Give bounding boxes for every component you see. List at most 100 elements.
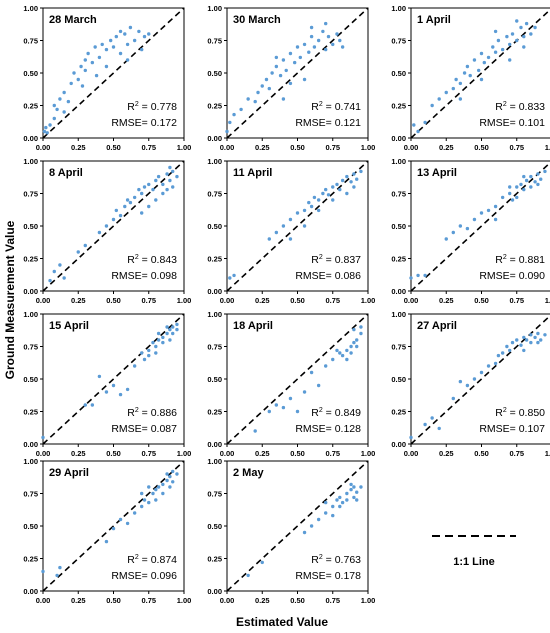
y-tick-label: 0.50 [207, 522, 222, 531]
data-point [479, 211, 484, 215]
x-tick-label: 1.00 [177, 596, 192, 605]
data-point [132, 38, 137, 43]
data-point [437, 97, 441, 101]
data-point [493, 204, 498, 209]
data-point [156, 174, 161, 179]
data-point [451, 396, 455, 401]
data-point [519, 343, 523, 347]
data-point [515, 195, 519, 200]
data-point [86, 51, 90, 56]
y-tick-label: 0.75 [207, 343, 222, 352]
x-tick-label: 0.50 [106, 296, 121, 305]
y-axis-title: Ground Measurement Value [3, 220, 17, 379]
data-point [274, 230, 279, 235]
data-point [168, 485, 172, 489]
x-tick-label: 0.00 [220, 143, 235, 152]
data-point [309, 370, 314, 375]
data-point [55, 107, 59, 112]
data-point [352, 340, 356, 345]
y-tick-label: 0.00 [23, 134, 38, 143]
data-point [529, 185, 533, 189]
data-point [543, 333, 547, 337]
data-point [508, 58, 512, 62]
data-point [128, 25, 133, 30]
y-tick-label: 0.00 [23, 587, 38, 596]
panel: 0.00 0.25 0.50 0.75 1.00 0.00 0.25 0.50 0.75 1.00… [207, 4, 375, 152]
data-point [281, 224, 286, 228]
data-point [331, 198, 335, 202]
data-point [302, 208, 307, 213]
data-point [479, 51, 484, 56]
x-tick-label: 0.50 [474, 296, 489, 305]
data-point [288, 51, 293, 56]
data-point [340, 500, 345, 505]
x-axis-title: Estimated Value [236, 615, 328, 629]
x-tick-label: 0.75 [509, 143, 524, 152]
y-tick-label: 0.50 [391, 375, 406, 384]
data-point [515, 19, 519, 23]
data-point [355, 338, 359, 342]
panel: 0.00 0.25 0.50 0.75 1.00 0.00 0.25 0.50 0.75 1.00… [23, 157, 191, 305]
y-tick-label: 0.25 [391, 408, 406, 417]
one-to-one-line [410, 161, 550, 292]
data-point [270, 71, 274, 75]
data-point [151, 187, 155, 192]
data-point [288, 81, 293, 86]
data-point [94, 73, 99, 78]
panel-title: 13 April [417, 167, 457, 179]
x-tick-label: 1.00 [361, 596, 376, 605]
data-point [519, 182, 523, 187]
data-point [156, 338, 161, 342]
x-tick-label: 0.25 [439, 296, 454, 305]
data-point [80, 84, 85, 88]
data-point [529, 340, 533, 345]
y-tick-label: 0.50 [23, 522, 38, 531]
rmse-label: RMSE= 0.098 [111, 270, 177, 282]
x-tick-label: 0.00 [36, 143, 51, 152]
data-point [340, 353, 345, 358]
y-tick-label: 0.75 [391, 190, 406, 199]
data-point [462, 71, 467, 75]
x-tick-label: 0.25 [255, 449, 270, 458]
data-point [90, 60, 95, 65]
one-to-one-line [42, 313, 185, 445]
data-point [147, 353, 151, 358]
data-point [123, 32, 127, 36]
data-point [62, 276, 66, 280]
data-point [309, 524, 314, 528]
data-point [522, 45, 526, 49]
data-point [79, 64, 83, 69]
data-point [161, 340, 165, 345]
data-point [260, 84, 264, 88]
rmse-label: RMSE= 0.087 [111, 423, 177, 435]
data-point [97, 55, 102, 60]
data-point [147, 348, 151, 353]
y-tick-label: 0.75 [207, 190, 222, 199]
data-point [493, 29, 498, 34]
data-point [137, 29, 141, 34]
data-point [472, 58, 477, 62]
panel-title: 18 April [233, 320, 273, 332]
panel-title: 28 March [49, 14, 97, 26]
one-to-one-line [226, 460, 369, 592]
r2-label: R2 = 0.843 [127, 254, 177, 266]
data-point [416, 129, 420, 134]
data-point [349, 482, 353, 487]
data-point [118, 213, 123, 218]
data-point [496, 353, 501, 358]
data-point [352, 327, 356, 332]
y-tick-label: 0.25 [207, 555, 222, 564]
x-tick-label: 0.75 [325, 449, 340, 458]
data-point [132, 195, 137, 200]
data-point [338, 38, 342, 43]
panel: 0.00 0.25 0.50 0.75 1.00 0.00 0.25 0.50 0.75 1.00… [23, 457, 191, 605]
data-point [48, 278, 52, 283]
data-point [423, 422, 427, 427]
data-point [519, 25, 523, 30]
data-point [493, 50, 498, 54]
data-point [331, 504, 335, 509]
data-point [355, 344, 359, 349]
data-point [52, 116, 56, 121]
r2-label: R2 = 0.849 [311, 407, 361, 419]
